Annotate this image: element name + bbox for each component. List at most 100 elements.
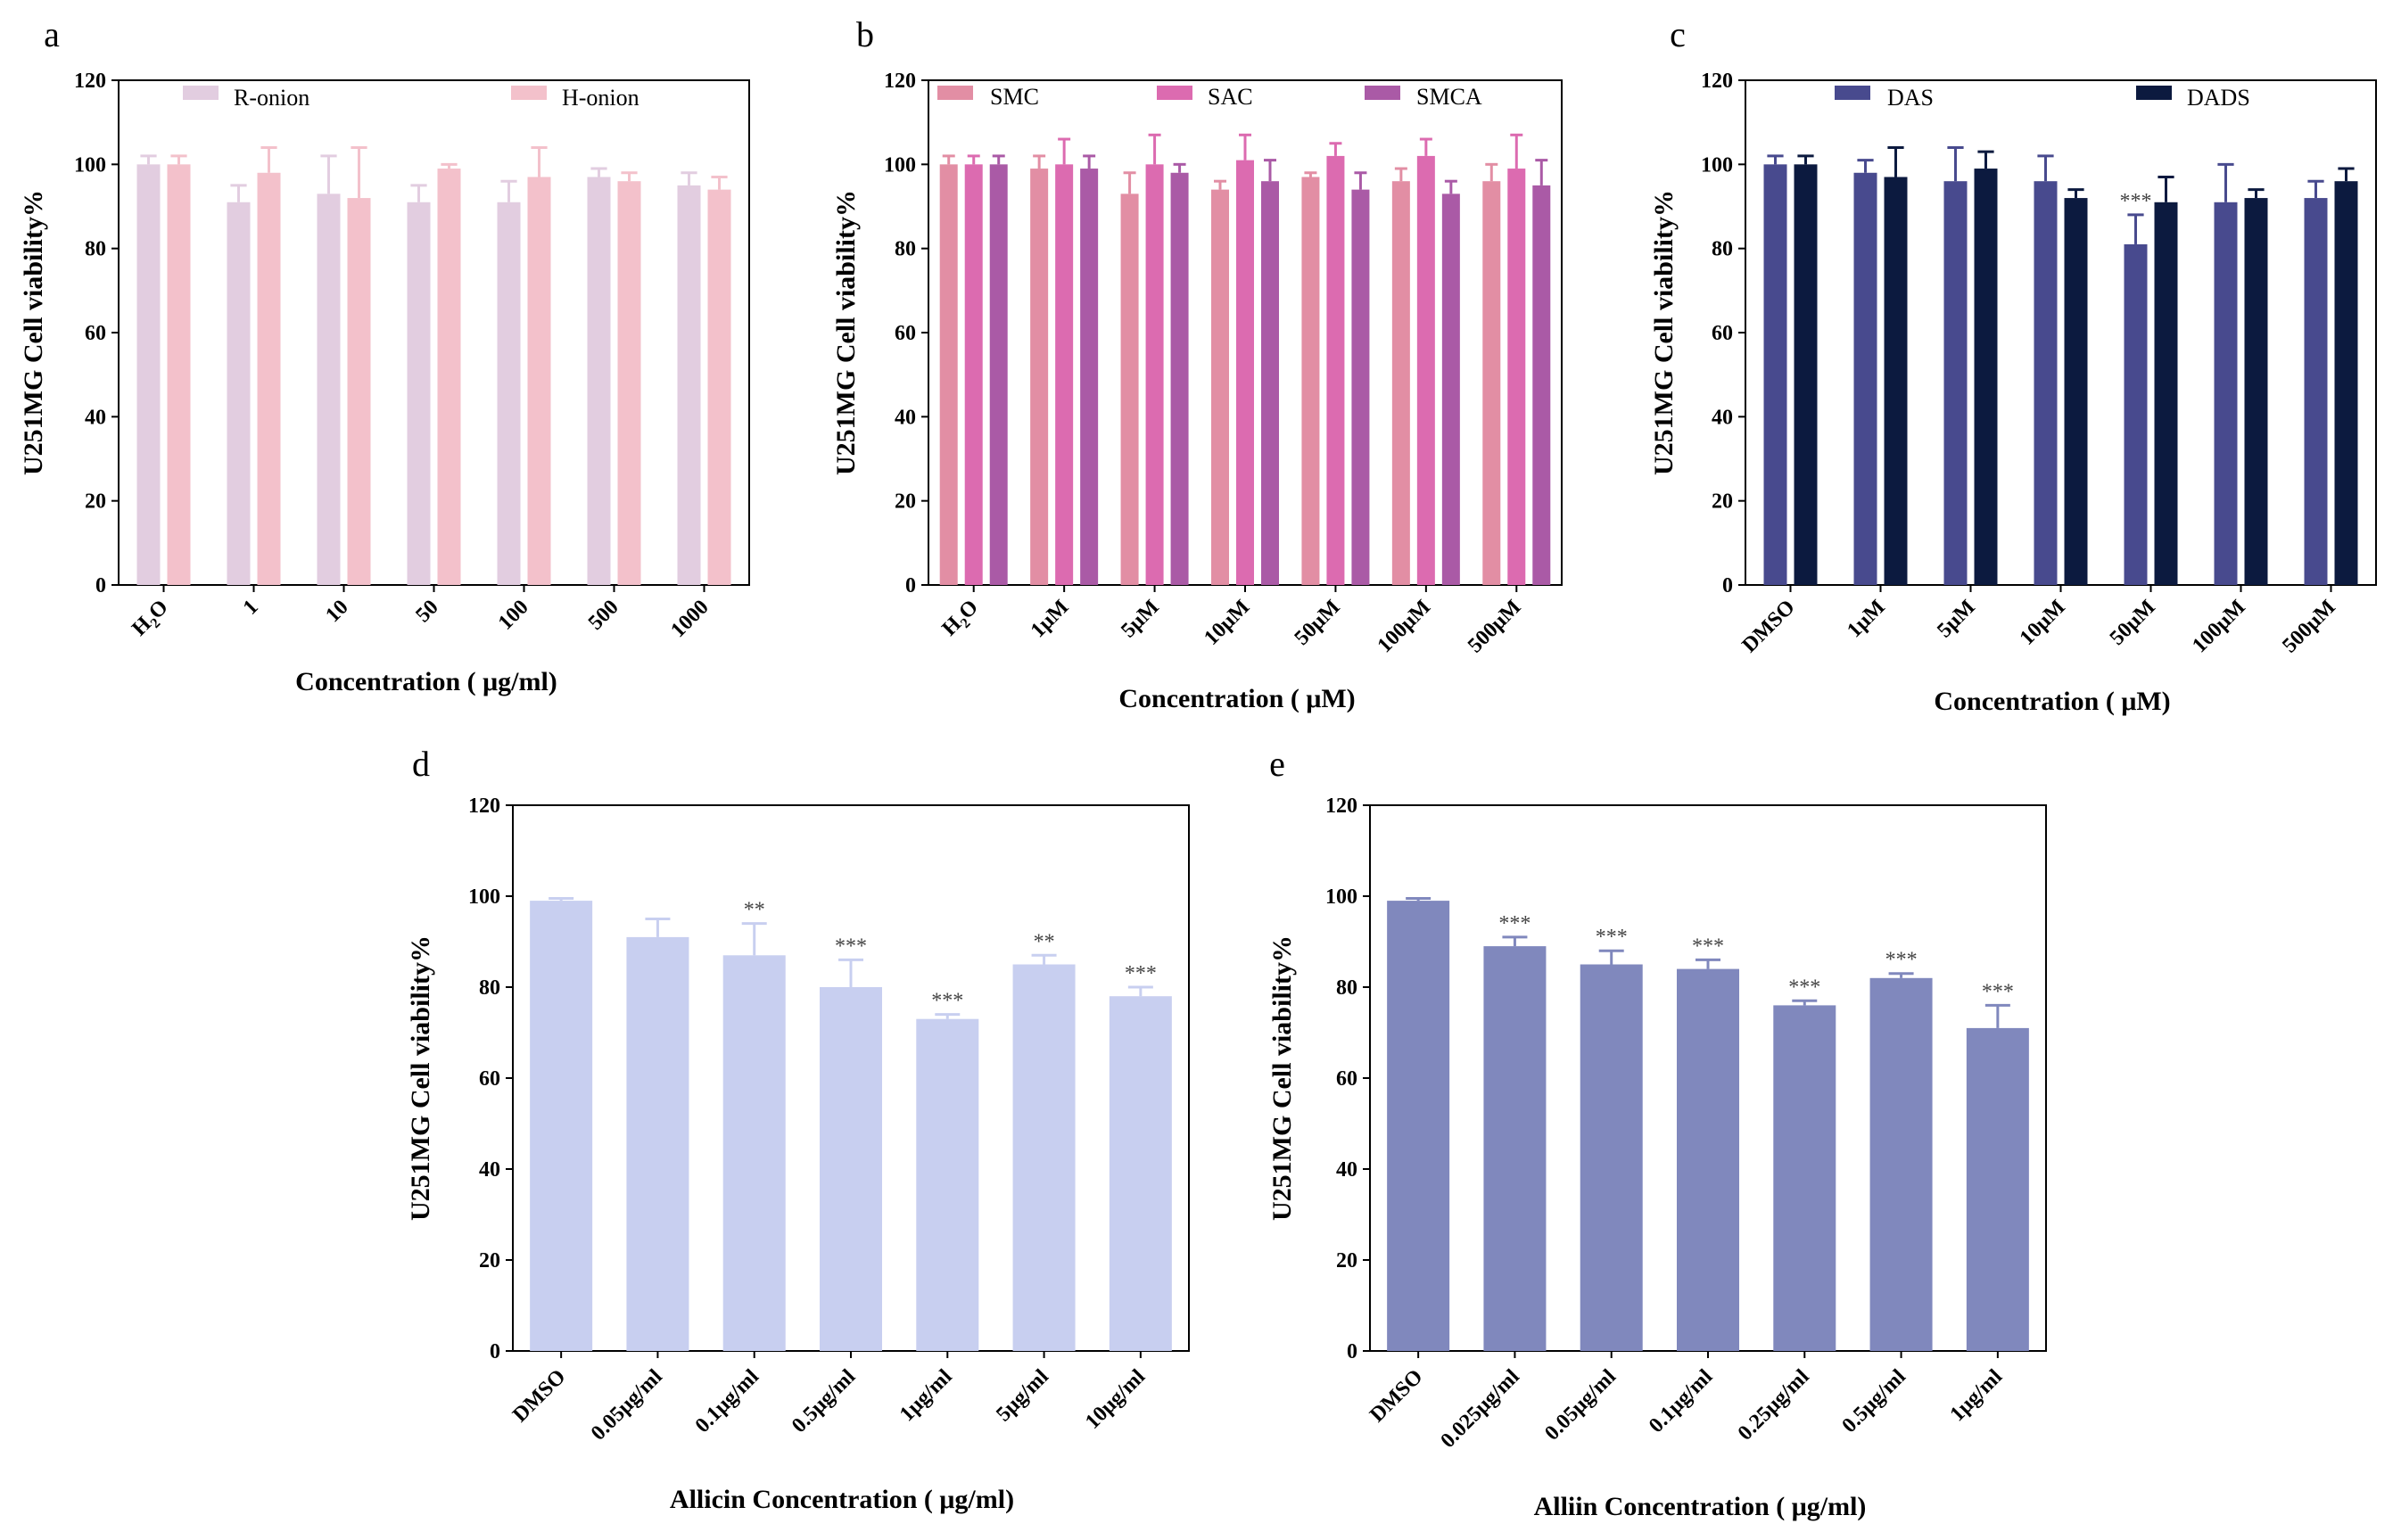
bar (1869, 977, 1933, 1351)
bar (497, 202, 521, 586)
x-tick-label: 1μM (1027, 596, 1074, 643)
legend-label: SMC (990, 84, 1039, 110)
y-tick-label: 20 (85, 490, 106, 514)
y-tick-label: 0 (95, 574, 106, 597)
x-tick-label: 100μM (2188, 596, 2249, 657)
legend-swatch (937, 86, 973, 100)
bar (1966, 1027, 2029, 1351)
y-tick-label: 40 (1336, 1158, 1357, 1182)
legend-label: SMCA (1416, 84, 1482, 110)
bar (437, 169, 461, 586)
bar (1483, 946, 1547, 1351)
bar (1580, 964, 1643, 1351)
bar (1080, 169, 1099, 586)
x-tick-label: DMSO (1737, 596, 1799, 657)
legend-swatch (2136, 86, 2172, 100)
y-tick-label: 20 (895, 490, 916, 514)
bar (1441, 194, 1460, 585)
x-tick-label: 1μg/ml (1946, 1365, 2008, 1427)
x-tick-label: 0.1μg/ml (691, 1365, 764, 1438)
x-axis-title: Allicin Concentration ( μg/ml) (670, 1485, 1014, 1514)
y-axis-title: U251MG Cell viability% (1267, 935, 1297, 1221)
panel-d: d 0 20 40 60 80 100 120 U251MG Cell viability% Al… (406, 744, 1190, 1514)
x-tick-label: H2O (938, 596, 986, 643)
bar (2034, 181, 2058, 585)
bar (2334, 181, 2358, 585)
y-axis-title: U251MG Cell viability% (1649, 190, 1679, 475)
bar (1677, 968, 1739, 1351)
y-tick-label: 20 (1336, 1249, 1357, 1272)
significance-label: *** (835, 935, 867, 958)
bar (2064, 198, 2088, 586)
significance-label: *** (1125, 962, 1157, 985)
bar (1301, 177, 1320, 585)
bar (530, 901, 593, 1351)
significance-label: *** (1596, 926, 1628, 949)
bar (587, 177, 611, 585)
y-tick-label: 100 (1325, 885, 1357, 909)
x-tick-label: 10μM (2016, 596, 2070, 650)
significance-label: ** (744, 899, 765, 922)
bar (227, 202, 251, 586)
x-tick-label: 1μg/ml (895, 1365, 957, 1427)
y-tick-label: 0 (1347, 1340, 1357, 1363)
x-tick-label: H2O (128, 596, 175, 643)
legend-label: H-onion (562, 85, 639, 111)
y-tick-label: 20 (1712, 490, 1733, 514)
significance-label: *** (1885, 949, 1918, 972)
y-axis-title: U251MG Cell viability% (831, 190, 861, 475)
bar (1170, 172, 1189, 585)
bar (1507, 169, 1526, 586)
y-tick-label: 60 (479, 1067, 500, 1091)
x-tick-label: 0.25μg/ml (1734, 1365, 1814, 1445)
bar (677, 185, 701, 585)
x-tick-label: DMSO (508, 1365, 570, 1427)
y-tick-label: 120 (1701, 70, 1733, 93)
bar (626, 936, 689, 1351)
x-tick-label: 10μM (1200, 596, 1254, 650)
bar (1482, 181, 1501, 585)
y-tick-label: 60 (895, 322, 916, 345)
x-tick-label: 5μM (1117, 596, 1164, 643)
bar (317, 194, 341, 585)
bar (1974, 169, 1998, 586)
bar (1532, 185, 1551, 585)
x-tick-label: 5μg/ml (992, 1365, 1053, 1427)
bar (707, 189, 731, 585)
bar (1763, 164, 1787, 586)
y-tick-label: 80 (895, 238, 916, 261)
bar (1391, 181, 1410, 585)
significance-label: *** (1498, 912, 1531, 935)
significance-label: ** (1034, 930, 1055, 953)
y-tick-label: 80 (1336, 976, 1357, 1000)
panel-e: e 0 20 40 60 80 100 120 U251MG Cell viability% Al… (1267, 744, 2047, 1521)
bar (136, 164, 161, 586)
y-axis-title: U251MG Cell viability% (19, 190, 48, 475)
y-tick-label: 80 (479, 976, 500, 1000)
significance-label: *** (2120, 190, 2152, 213)
y-tick-label: 0 (490, 1340, 500, 1363)
plot-frame (1745, 79, 2377, 586)
bar (1236, 160, 1254, 585)
legend-label: R-onion (234, 85, 309, 111)
x-tick-label: 0.05μg/ml (1540, 1365, 1621, 1445)
panel-letter: d (412, 744, 430, 784)
x-tick-label: 0.025μg/ml (1436, 1365, 1523, 1453)
legend-label: DAS (1887, 85, 1934, 111)
y-tick-label: 100 (884, 153, 916, 177)
x-axis-title: Concentration ( μg/ml) (295, 667, 557, 696)
x-axis-title: Alliin Concentration ( μg/ml) (1534, 1492, 1867, 1521)
y-tick-label: 40 (479, 1158, 500, 1182)
x-axis-title: Concentration ( μM) (1118, 684, 1355, 713)
bar (939, 164, 958, 586)
legend-swatch (183, 86, 219, 100)
bar (820, 987, 882, 1351)
y-tick-label: 40 (895, 406, 916, 429)
panel-b: b 0 20 40 60 80 100 120 U251MG Cell viability% Co… (831, 14, 1563, 713)
x-tick-label: 1000 (666, 596, 713, 642)
bar (1773, 1005, 1836, 1351)
y-tick-label: 80 (1712, 238, 1733, 261)
bar (2124, 243, 2148, 585)
legend-label: DADS (2187, 85, 2250, 111)
y-tick-label: 0 (1722, 574, 1733, 597)
